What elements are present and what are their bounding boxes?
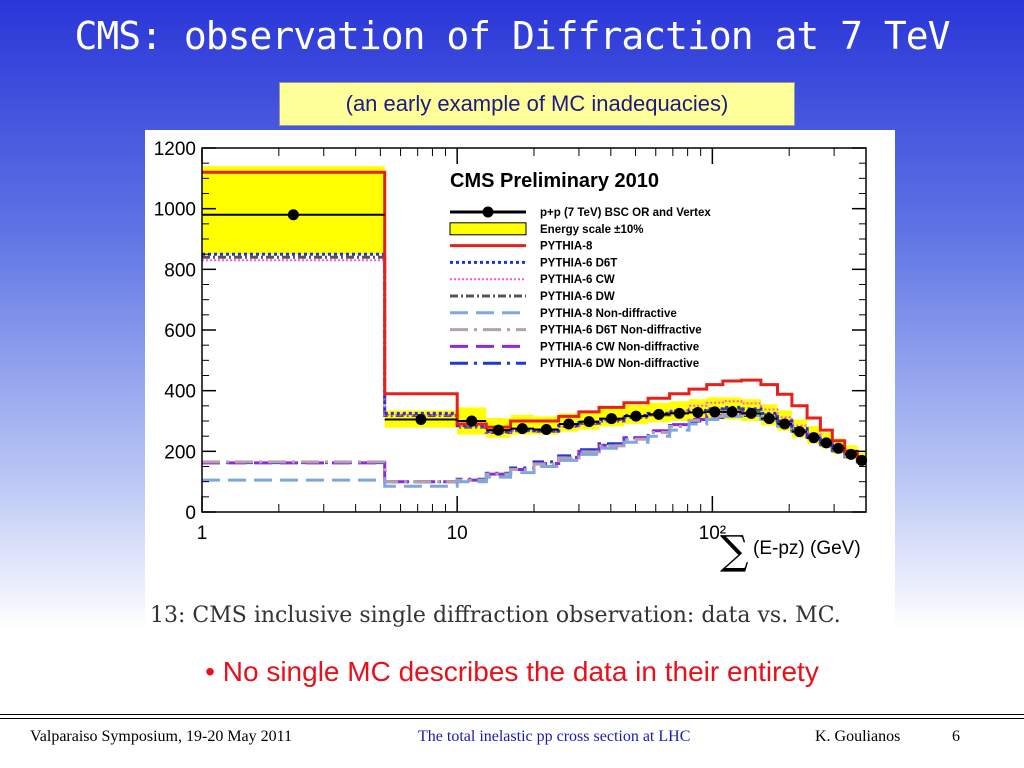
legend-entry-label: PYTHIA-6 D6T [540, 257, 617, 269]
footer-event: Valparaiso Symposium, 19-20 May 2011 [30, 728, 293, 745]
figure-caption: 13: CMS inclusive single diffraction obs… [150, 603, 841, 628]
chart-svg: 0 200 400 600 800 1000 1200 1 10 10²∑ (E-pz) (GeV)… [154, 139, 868, 574]
legend-swatch-data-marker [482, 206, 494, 218]
data-point [630, 410, 642, 422]
data-point [745, 407, 757, 419]
data-point [673, 407, 685, 419]
data-point [466, 415, 478, 427]
y-tick-label: 800 [164, 260, 196, 281]
subtitle-box: (an early example of MC inadequacies) [279, 82, 795, 126]
legend-entry-label: PYTHIA-6 DW [540, 291, 615, 303]
x-tick-label: 10 [447, 523, 468, 544]
data-point [845, 448, 857, 460]
y-tick-label: 400 [164, 382, 196, 403]
series-line-pythia-6-cw [202, 259, 866, 461]
x-tick-label: 1 [197, 523, 208, 544]
data-point [516, 423, 528, 435]
legend-entry-label: PYTHIA-6 CW [540, 274, 615, 286]
plot-panel: 0 200 400 600 800 1000 1200 1 10 10² ∑ (E-pz) (GeV)… [145, 130, 895, 635]
data-point [793, 426, 805, 438]
data-point [606, 413, 618, 425]
y-tick-label: 0 [185, 503, 196, 524]
data-point [808, 432, 820, 444]
data-point [287, 209, 299, 221]
x-axis-sigma: ∑ [720, 528, 749, 574]
data-point [763, 413, 775, 425]
legend-entry-label: PYTHIA-6 DW Non-diffractive [540, 358, 699, 370]
y-tick-label: 200 [164, 442, 196, 463]
y-tick-label: 1200 [154, 139, 196, 160]
chart-title: CMS Preliminary 2010 [450, 170, 659, 192]
slide-title: CMS: observation of Diffraction at 7 TeV [74, 14, 950, 58]
bullet-point: • No single MC describes the data in the… [205, 656, 819, 687]
data-point [692, 407, 704, 419]
x-tick-label: 10² [699, 523, 726, 544]
legend-entry-label: PYTHIA-6 CW Non-diffractive [540, 341, 699, 353]
data-point [820, 437, 832, 449]
data-point [563, 418, 575, 430]
footer-talk-title: The total inelastic pp cross section at … [418, 728, 691, 745]
x-axis-label: (E-pz) (GeV) [753, 538, 861, 559]
data-point [779, 418, 791, 430]
data-point [653, 408, 665, 420]
legend-entry-label: PYTHIA-6 D6T Non-diffractive [540, 325, 702, 337]
y-tick-label: 1000 [154, 200, 196, 221]
legend-entry-label: p+p (7 TeV) BSC OR and Vertex [540, 207, 711, 219]
legend-swatch-band [449, 222, 527, 236]
data-point [415, 413, 427, 425]
data-point [583, 416, 595, 428]
footer-page-number: 6 [952, 728, 960, 745]
legend-entry-label: PYTHIA-8 [540, 241, 593, 253]
data-point [709, 406, 721, 418]
footer-rule [0, 714, 1024, 719]
data-point [492, 424, 504, 436]
y-tick-label: 600 [164, 321, 196, 342]
data-point [726, 406, 738, 418]
data-point [832, 442, 844, 454]
subtitle-text: (an early example of MC inadequacies) [345, 91, 729, 116]
data-point [856, 454, 868, 466]
footer-author: K. Goulianos [815, 728, 901, 745]
series-line-pythia-8 [202, 170, 866, 461]
data-point [540, 423, 552, 435]
legend-entry-label: Energy scale ±10% [540, 224, 643, 236]
legend-entry-label: PYTHIA-8 Non-diffractive [540, 308, 677, 320]
